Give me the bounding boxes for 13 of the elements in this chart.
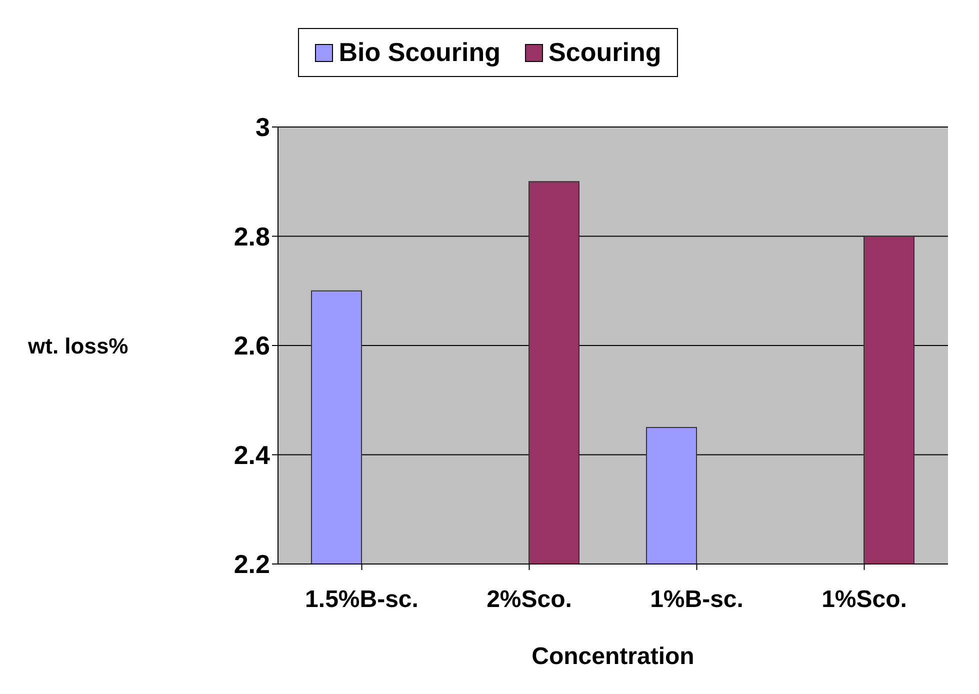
- y-tick-label: 2.2: [234, 549, 270, 580]
- y-axis-title: wt. loss%: [27, 333, 128, 358]
- y-tick-label: 2.8: [234, 221, 270, 252]
- x-tick-label: 2%Sco.: [486, 586, 572, 614]
- y-tick-label: 3: [256, 112, 270, 142]
- y-tick-label: 2.6: [234, 330, 270, 361]
- x-tick-label: 1%B-sc.: [650, 586, 744, 614]
- x-axis-title: Concentration: [532, 643, 694, 670]
- legend-label: Scouring: [548, 37, 662, 68]
- x-tick-label: 1.5%B-sc.: [305, 586, 418, 614]
- legend-label: Bio Scouring: [338, 37, 501, 68]
- y-tick-label: 2.4: [234, 440, 271, 470]
- x-tick-label: 1%Sco.: [822, 586, 907, 614]
